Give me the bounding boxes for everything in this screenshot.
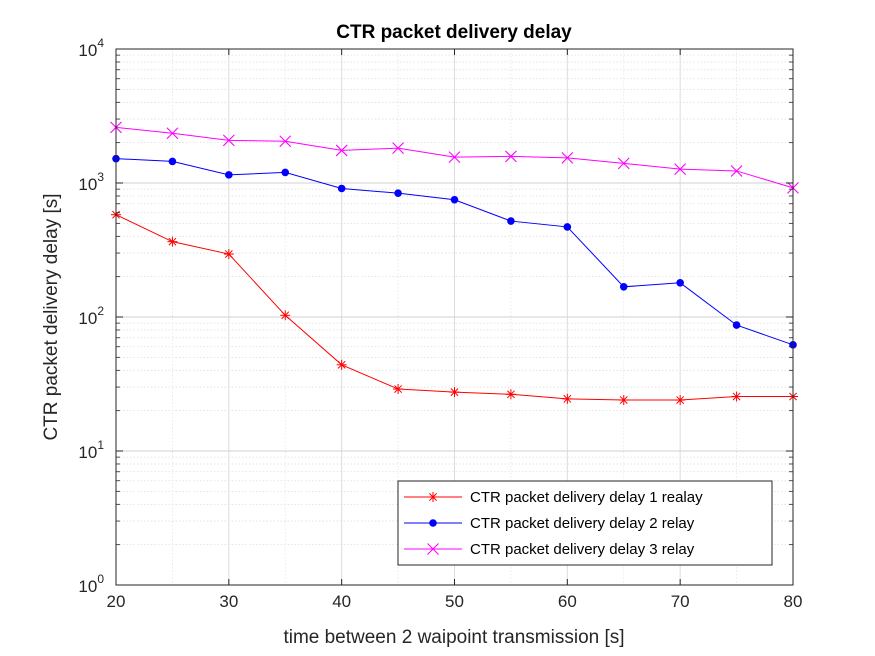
data-point	[427, 543, 439, 555]
y-tick-label: 101	[78, 438, 104, 462]
marker-stroke	[281, 311, 290, 320]
legend-entry: CTR packet delivery delay 2 relay	[404, 515, 695, 532]
data-point	[563, 223, 572, 231]
data-point	[225, 171, 233, 179]
data-point	[674, 163, 687, 175]
legend: CTR packet delivery delay 1 realay CTR pa…	[397, 480, 773, 566]
legend-label: CTR packet delivery delay 2 relay	[470, 515, 695, 532]
data-point	[393, 384, 404, 395]
data-point	[335, 144, 348, 157]
marker-stroke	[222, 134, 235, 147]
data-point	[618, 395, 629, 406]
data-point	[336, 359, 347, 370]
marker-stroke	[676, 396, 685, 405]
marker-stroke	[337, 360, 346, 369]
marker-stroke	[392, 142, 404, 155]
data-point	[676, 278, 684, 287]
data-point	[448, 151, 461, 164]
data-point	[429, 519, 437, 527]
data-point	[223, 249, 234, 260]
data-point	[619, 283, 628, 291]
data-point	[505, 389, 516, 400]
x-tick-label: 50	[445, 592, 464, 611]
y-tick-label: 103	[78, 170, 104, 194]
legend-label: CTR packet delivery delay 3 relay	[470, 541, 695, 558]
series-2	[112, 154, 797, 349]
data-point	[507, 217, 515, 225]
marker-stroke	[506, 390, 515, 399]
legend-entry: CTR packet delivery delay 3 relay	[404, 541, 695, 558]
marker-stroke	[730, 165, 743, 177]
x-tick-label: 40	[332, 592, 351, 611]
marker-stroke	[394, 385, 403, 393]
marker-stroke	[429, 493, 437, 501]
data-point	[505, 150, 517, 163]
marker-stroke	[450, 388, 459, 397]
marker-stroke	[561, 151, 574, 164]
data-point	[732, 321, 741, 329]
y-tick-label: 102	[78, 304, 104, 328]
data-point	[450, 195, 459, 204]
data-point	[617, 157, 630, 170]
y-tick-label: 104	[78, 36, 104, 60]
data-point	[279, 135, 292, 148]
marker-stroke	[168, 237, 177, 246]
legend-entry: CTR packet delivery delay 1 realay	[404, 489, 703, 506]
data-point	[166, 127, 179, 140]
x-tick-label: 70	[671, 592, 690, 611]
series-layer	[110, 121, 799, 406]
data-point	[730, 165, 743, 177]
data-point	[167, 236, 178, 247]
x-tick-label: 80	[784, 592, 803, 611]
data-point	[675, 395, 686, 406]
marker-stroke	[674, 163, 687, 175]
data-point	[168, 157, 177, 166]
y-tick-label: 100	[78, 572, 104, 596]
data-point	[562, 393, 573, 404]
axis-ticks	[115, 48, 794, 586]
data-point	[428, 492, 438, 502]
marker-stroke	[279, 135, 292, 148]
y-axis-label: CTR packet delivery delay [s]	[41, 193, 62, 440]
chart-title: CTR packet delivery delay	[336, 22, 572, 43]
marker-stroke	[427, 543, 439, 555]
x-tick-labels: 20 30 40 50 60 70 80	[107, 592, 803, 611]
data-point	[222, 134, 235, 147]
marker-stroke	[732, 392, 741, 401]
data-point	[337, 184, 346, 193]
marker-stroke	[563, 394, 572, 403]
x-axis-label: time between 2 waipoint transmission [s]	[283, 627, 624, 648]
data-point	[731, 391, 742, 402]
marker-stroke	[224, 250, 233, 258]
data-point	[394, 189, 402, 197]
marker-stroke	[335, 144, 348, 157]
data-point	[281, 168, 290, 177]
marker-stroke	[617, 157, 630, 170]
marker-stroke	[448, 151, 461, 164]
x-tick-label: 60	[558, 592, 577, 611]
marker-stroke	[166, 127, 179, 140]
y-tick-labels: 100 101 102 103 104	[78, 36, 104, 596]
x-tick-label: 20	[107, 592, 126, 611]
legend-label: CTR packet delivery delay 1 realay	[470, 489, 703, 506]
data-point	[392, 142, 404, 155]
data-point	[280, 310, 291, 321]
series-3	[110, 121, 799, 194]
marker-stroke	[619, 396, 628, 405]
data-point	[561, 151, 574, 164]
x-tick-label: 30	[219, 592, 238, 611]
data-point	[449, 387, 460, 398]
marker-stroke	[505, 150, 517, 163]
